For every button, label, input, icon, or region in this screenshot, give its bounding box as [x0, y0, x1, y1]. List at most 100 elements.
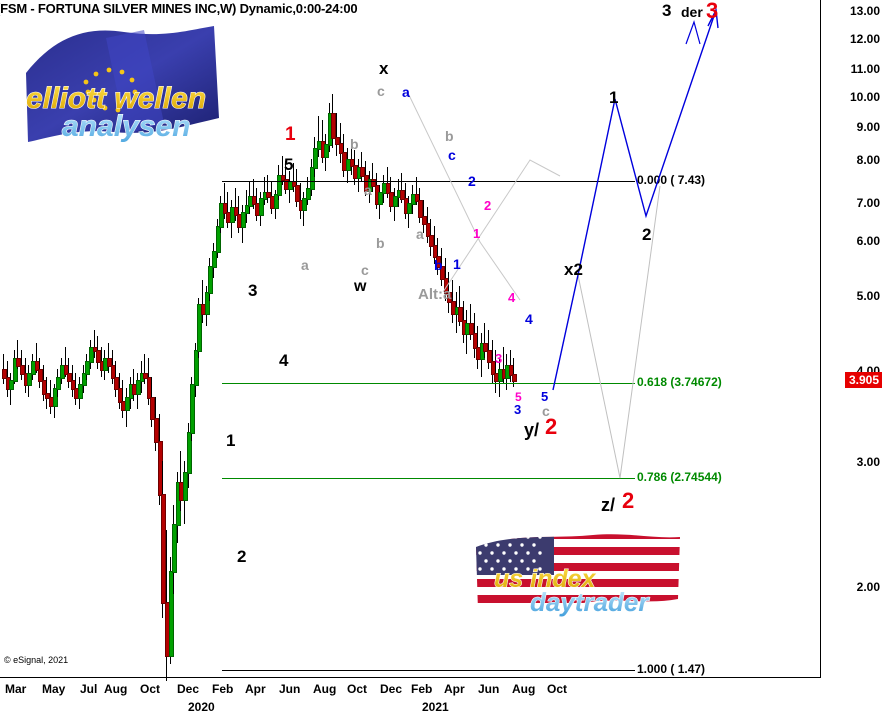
- candle-body: [240, 211, 246, 228]
- level-0786-line[interactable]: [222, 478, 635, 479]
- candle-body: [266, 191, 272, 199]
- candle-body: [251, 196, 257, 205]
- candle-body: [157, 441, 163, 496]
- level-1000-label: 1.000 ( 1.47): [637, 662, 706, 676]
- candle-body: [16, 357, 22, 368]
- wave-w-black: w: [354, 278, 367, 295]
- wave-y-black: y/: [524, 420, 540, 440]
- candle-body: [280, 175, 286, 182]
- candle-body: [371, 179, 377, 188]
- candle-body: [277, 175, 283, 196]
- candle-wick: [227, 191, 229, 229]
- wave-1-black: 1: [226, 431, 236, 450]
- candle-body: [2, 368, 7, 379]
- wave-2-red-z: 2: [622, 488, 635, 513]
- candle-body: [146, 376, 152, 399]
- candle-body: [81, 372, 87, 387]
- wave-3-mag-1: 3: [495, 351, 503, 366]
- level-0000-line[interactable]: [222, 181, 635, 182]
- wave-4-black: 4: [279, 351, 289, 370]
- time-axis[interactable]: Mar May Jul Aug Oct Dec Feb Apr Jun Aug Oct Dec Feb A…: [0, 682, 882, 721]
- candle-body: [154, 418, 160, 444]
- candle-body: [197, 304, 203, 353]
- wave-1-red: 1: [285, 124, 296, 145]
- candle-body: [85, 361, 91, 375]
- candle-body: [9, 380, 15, 391]
- candle-body: [309, 167, 315, 190]
- candle-wick: [64, 346, 66, 377]
- wave-2-mag-1: 2: [484, 198, 492, 213]
- target-3-black: 3: [662, 1, 672, 20]
- candle-body: [52, 388, 58, 408]
- candle-wick: [513, 357, 515, 387]
- time-tick: Mar: [5, 682, 27, 696]
- wave-x2-black: x2: [564, 260, 583, 279]
- candle-body: [385, 183, 391, 194]
- candle-body: [67, 372, 73, 383]
- candle-body: [56, 376, 62, 391]
- candle-wick: [502, 346, 504, 385]
- level-1000-line[interactable]: [222, 670, 635, 671]
- time-year-label: 2021: [422, 700, 449, 714]
- wave-a-gray-3: a: [416, 226, 424, 242]
- candle-body: [34, 361, 40, 371]
- price-tick: 10.00: [849, 90, 880, 104]
- target-der: der: [681, 4, 703, 20]
- time-tick: May: [42, 682, 66, 696]
- candle-body: [295, 185, 301, 203]
- level-0000-label: 0.000 ( 7.43): [637, 173, 706, 187]
- candle-body: [63, 365, 69, 375]
- candle-wick: [459, 286, 461, 327]
- price-tick: 8.00: [856, 153, 880, 167]
- candle-body: [378, 191, 384, 205]
- candle-body: [490, 361, 496, 375]
- candle-body: [193, 350, 199, 387]
- wave-c-gray-1: c: [361, 262, 369, 278]
- candle-body: [78, 384, 84, 399]
- candle-body: [92, 346, 98, 353]
- candle-body: [70, 380, 76, 391]
- candle-wick: [488, 329, 490, 369]
- price-axis-line: [820, 0, 821, 678]
- candle-wick: [350, 140, 352, 176]
- time-tick: Dec: [177, 682, 200, 696]
- wave-5-black: 5: [284, 155, 294, 174]
- candle-body: [161, 493, 167, 604]
- candle-body: [222, 202, 228, 214]
- level-0618-line[interactable]: [222, 383, 635, 384]
- candle-body: [41, 380, 47, 395]
- us-index-daytrader-logo: us index daytrader: [458, 525, 698, 635]
- candle-body: [208, 266, 214, 294]
- candle-body: [117, 388, 123, 403]
- wave-c-gray-3: c: [542, 403, 550, 419]
- candle-wick: [122, 380, 124, 419]
- candle-body: [135, 380, 141, 395]
- candle-body: [468, 323, 474, 336]
- candle-body: [219, 202, 225, 228]
- candle-body: [324, 144, 330, 158]
- candle-body: [338, 142, 344, 154]
- candle-wick: [281, 155, 283, 186]
- candle-body: [215, 225, 221, 253]
- wave-3-black: 3: [248, 281, 258, 300]
- wave-alt-a: Alt:a: [418, 286, 452, 303]
- level-0786-label: 0.786 (2.74544): [637, 470, 722, 484]
- candle-body: [233, 207, 239, 216]
- price-axis[interactable]: 13.00 12.00 11.00 10.00 9.00 8.00 7.00 6.00 5.00…: [822, 0, 882, 678]
- candle-body: [45, 392, 51, 399]
- time-tick: Oct: [140, 682, 161, 696]
- candle-wick: [386, 167, 388, 199]
- candle-body: [259, 198, 265, 216]
- wave-5-blue-1: 5: [541, 389, 549, 404]
- candle-wick: [93, 329, 95, 358]
- candle-wick: [292, 163, 294, 192]
- candle-body: [106, 357, 112, 368]
- candle-wick: [372, 163, 374, 192]
- proj-1-black: 1: [609, 88, 619, 107]
- wave-b-blue-1: b: [434, 257, 443, 273]
- candle-wick: [484, 323, 486, 358]
- candle-wick: [17, 339, 19, 369]
- time-tick: Apr: [444, 682, 465, 696]
- candle-wick: [180, 451, 182, 512]
